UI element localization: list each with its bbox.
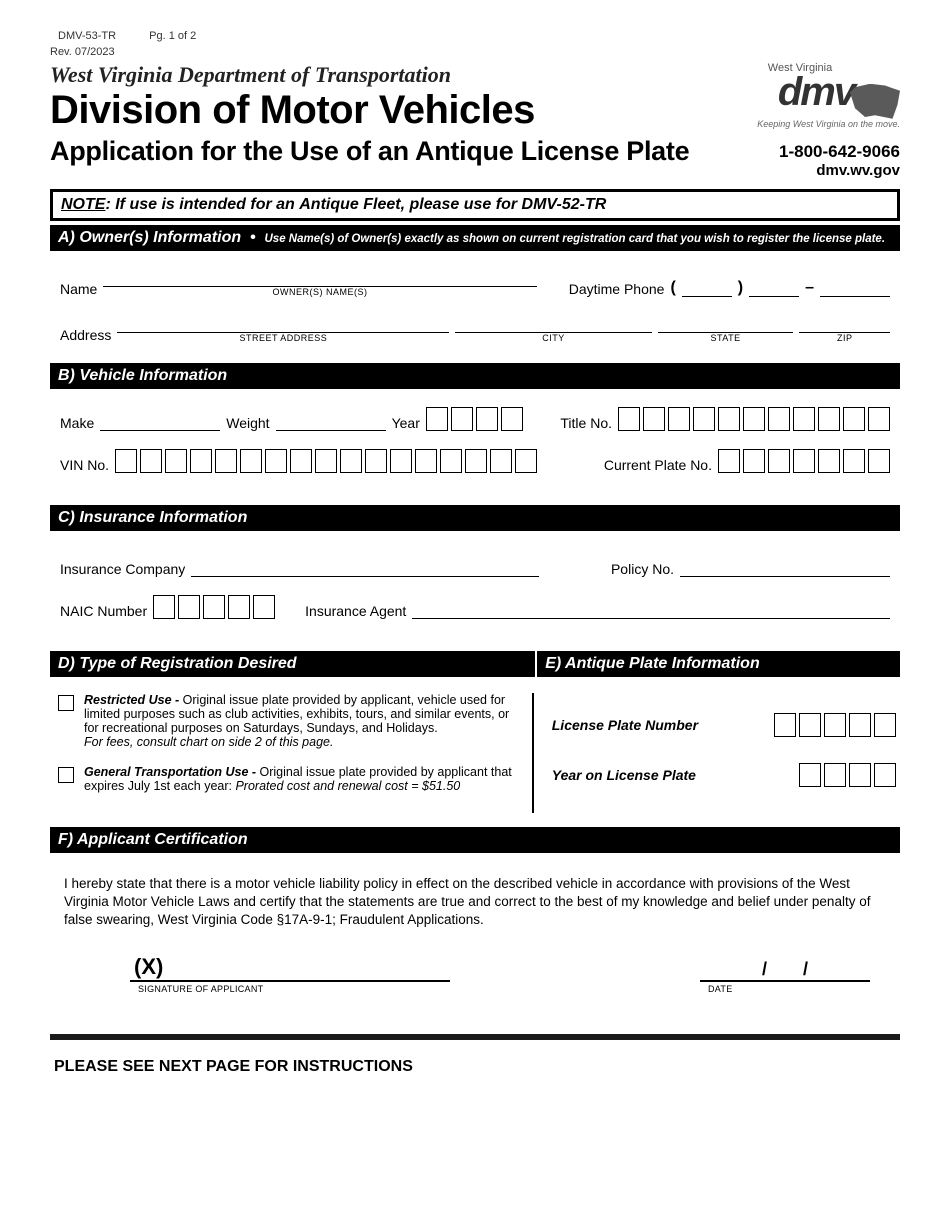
general-use-option: General Transportation Use - Original is… xyxy=(54,765,520,793)
section-e-header: E) Antique Plate Information xyxy=(537,651,900,677)
section-f-header: F) Applicant Certification xyxy=(50,827,900,853)
division-name: Division of Motor Vehicles xyxy=(50,90,700,130)
section-a-body: Name OWNER(S) NAME(S) Daytime Phone ( ) … xyxy=(50,251,900,359)
agent-input[interactable] xyxy=(412,601,890,619)
section-b-header: B) Vehicle Information xyxy=(50,363,900,389)
name-label: Name xyxy=(60,281,97,297)
note-bar: NOTE: If use is intended for an Antique … xyxy=(50,189,900,221)
section-d-header: D) Type of Registration Desired xyxy=(50,651,535,677)
ins-company-input[interactable] xyxy=(191,559,539,577)
phone-prefix-input[interactable] xyxy=(749,279,799,297)
page-number: Pg. 1 of 2 xyxy=(149,30,196,42)
street-input[interactable] xyxy=(117,315,449,333)
section-b-body: Make Weight Year Title No. VIN No. Curre… xyxy=(50,389,900,501)
name-input[interactable] xyxy=(103,269,536,287)
contact-phone: 1-800-642-9066 xyxy=(700,142,900,162)
header: West Virginia Department of Transportati… xyxy=(50,62,900,179)
phone-suffix-input[interactable] xyxy=(820,279,890,297)
signature-row: (X) SIGNATURE OF APPLICANT / / DATE xyxy=(50,940,900,994)
certification-text: I hereby state that there is a motor veh… xyxy=(50,853,900,940)
dmv-logo: West Virginia dmv Keeping West Virginia … xyxy=(700,62,900,132)
date-input[interactable]: / / xyxy=(700,958,870,982)
phone-label: Daytime Phone xyxy=(569,281,665,297)
make-input[interactable] xyxy=(100,413,220,431)
state-input[interactable] xyxy=(658,315,794,333)
policy-input[interactable] xyxy=(680,559,890,577)
city-input[interactable] xyxy=(455,315,651,333)
restricted-use-option: Restricted Use - Original issue plate pr… xyxy=(54,693,520,749)
plate-number-boxes[interactable] xyxy=(774,713,896,737)
contact-url: dmv.wv.gov xyxy=(700,162,900,179)
titleno-boxes[interactable] xyxy=(618,407,890,431)
general-use-checkbox[interactable] xyxy=(58,767,74,783)
form-rev: Rev. 07/2023 xyxy=(50,46,900,58)
year-boxes[interactable] xyxy=(426,407,523,431)
naic-boxes[interactable] xyxy=(153,595,275,619)
section-c-body: Insurance Company Policy No. NAIC Number… xyxy=(50,531,900,647)
restricted-use-checkbox[interactable] xyxy=(58,695,74,711)
wv-state-icon xyxy=(850,84,900,119)
form-title: Application for the Use of an Antique Li… xyxy=(50,136,700,167)
curplate-boxes[interactable] xyxy=(718,449,890,473)
section-a-header: A) Owner(s) Information • Use Name(s) of… xyxy=(50,225,900,251)
signature-input[interactable]: (X) xyxy=(130,958,450,982)
divider-rule xyxy=(50,1034,900,1040)
form-meta: DMV-53-TR Pg. 1 of 2 xyxy=(50,30,900,42)
phone-area-input[interactable] xyxy=(682,279,732,297)
form-number: DMV-53-TR xyxy=(58,30,116,42)
vin-boxes[interactable] xyxy=(115,449,537,473)
plate-year-boxes[interactable] xyxy=(799,763,896,787)
weight-input[interactable] xyxy=(276,413,386,431)
section-c-header: C) Insurance Information xyxy=(50,505,900,531)
address-label: Address xyxy=(60,327,111,343)
zip-input[interactable] xyxy=(799,315,890,333)
department-name: West Virginia Department of Transportati… xyxy=(50,62,700,88)
section-de-body: Restricted Use - Original issue plate pr… xyxy=(50,677,900,823)
footer-instruction: PLEASE SEE NEXT PAGE FOR INSTRUCTIONS xyxy=(50,1058,900,1076)
